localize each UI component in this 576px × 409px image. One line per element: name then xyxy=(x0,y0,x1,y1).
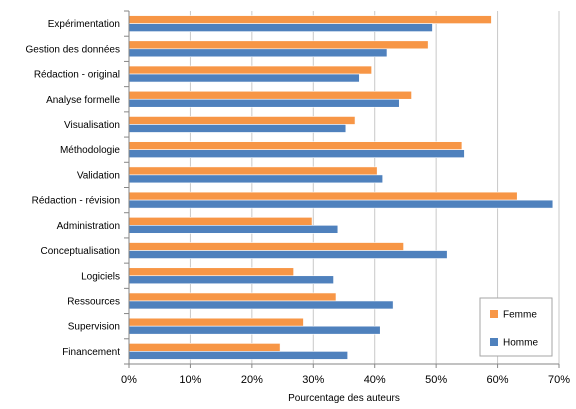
category-label: Ressources xyxy=(67,296,120,307)
bar-femme xyxy=(128,15,492,24)
category-labels: Expérimentation Gestion des données Rédact… xyxy=(25,19,120,358)
bars xyxy=(128,15,554,360)
category-label: Gestion des données xyxy=(25,44,120,55)
x-tick-label: 30% xyxy=(302,374,324,386)
legend: Femme Homme xyxy=(479,297,553,357)
bar-homme xyxy=(128,300,394,310)
bar-femme xyxy=(128,317,304,327)
category-label: Supervision xyxy=(68,322,120,333)
category-label: Analyse formelle xyxy=(46,95,120,106)
bar-homme xyxy=(128,174,383,184)
x-tick-label: 40% xyxy=(364,374,386,386)
bar-femme xyxy=(128,217,313,226)
bar-femme xyxy=(128,65,372,75)
bar-femme xyxy=(128,343,281,352)
bar-homme xyxy=(128,275,334,285)
category-label: Logiciels xyxy=(81,271,120,282)
x-tick-labels: 0% 10% 20% 30% 40% 50% 60% 70% xyxy=(121,374,570,386)
bar-homme xyxy=(128,149,465,158)
legend-label-femme: Femme xyxy=(503,310,537,321)
category-label: Financement xyxy=(62,347,120,358)
bar-homme xyxy=(128,199,554,209)
bar-femme xyxy=(128,242,404,251)
bar-homme xyxy=(128,250,448,259)
category-label: Visualisation xyxy=(64,120,120,131)
bar-femme xyxy=(128,166,378,176)
category-label: Expérimentation xyxy=(48,19,120,30)
x-tick-label: 10% xyxy=(179,374,201,386)
legend-swatch-homme xyxy=(490,338,498,346)
bar-homme xyxy=(128,98,400,108)
category-label: Administration xyxy=(57,221,120,232)
axes xyxy=(124,10,560,368)
bar-femme xyxy=(128,191,518,201)
category-label: Méthodologie xyxy=(60,145,120,156)
legend-label-homme: Homme xyxy=(503,338,538,349)
category-label: Conceptualisation xyxy=(41,246,121,257)
bar-homme xyxy=(128,325,381,335)
category-label: Validation xyxy=(77,170,120,181)
bar-homme xyxy=(128,124,347,133)
category-label: Rédaction - révision xyxy=(32,196,120,207)
x-tick-label: 50% xyxy=(425,374,447,386)
legend-box xyxy=(479,297,553,357)
x-tick-label: 0% xyxy=(121,374,137,386)
bar-femme xyxy=(128,40,429,50)
bar-homme xyxy=(128,351,348,360)
bar-femme xyxy=(128,292,337,302)
bar-femme xyxy=(128,116,356,125)
bar-homme xyxy=(128,48,388,58)
x-tick-label: 20% xyxy=(241,374,263,386)
bar-femme xyxy=(128,90,412,100)
x-tick-label: 70% xyxy=(548,374,570,386)
bar-homme xyxy=(128,73,360,83)
bar-homme xyxy=(128,225,339,234)
bar-femme xyxy=(128,267,294,277)
legend-swatch-femme xyxy=(490,310,498,318)
bar-femme xyxy=(128,141,463,150)
x-axis-title: Pourcentage des auteurs xyxy=(288,393,400,404)
category-label: Rédaction - original xyxy=(34,70,120,81)
bar-homme xyxy=(128,23,433,32)
x-tick-label: 60% xyxy=(487,374,509,386)
